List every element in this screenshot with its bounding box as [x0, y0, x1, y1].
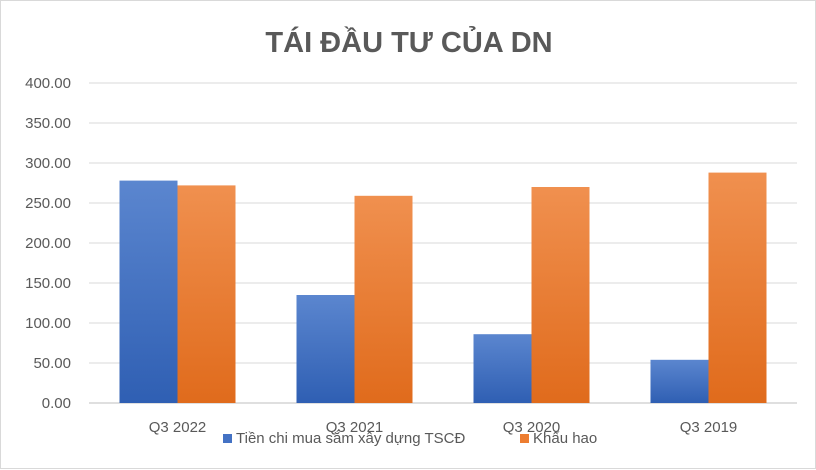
- legend-label-2: Khấu hao: [533, 430, 597, 447]
- x-category-label: Q3 2019: [680, 419, 738, 436]
- bar-series-1: [650, 359, 709, 403]
- bar-series-1: [119, 180, 178, 403]
- y-tick-label: 250.00: [25, 195, 71, 212]
- legend-label-1: Tiền chi mua sắm xây dựng TSCĐ: [236, 430, 465, 447]
- legend-swatch-2: [520, 434, 529, 443]
- y-tick-label: 50.00: [33, 355, 71, 372]
- bar-series-2: [531, 187, 590, 403]
- bar-series-2: [177, 185, 236, 403]
- y-tick-label: 300.00: [25, 155, 71, 172]
- y-tick-label: 0.00: [42, 395, 71, 412]
- x-category-label: Q3 2020: [503, 419, 561, 436]
- y-axis-ticks: 0.00 50.00 100.00 150.00 200.00 250.00 300.00 3…: [25, 75, 71, 412]
- y-tick-label: 350.00: [25, 115, 71, 132]
- y-tick-label: 150.00: [25, 275, 71, 292]
- x-category-label: Q3 2021: [326, 419, 384, 436]
- y-tick-label: 400.00: [25, 75, 71, 92]
- bars: [119, 172, 767, 403]
- y-tick-label: 100.00: [25, 315, 71, 332]
- bar-series-2: [354, 195, 413, 403]
- x-category-label: Q3 2022: [149, 419, 207, 436]
- x-axis-categories: Q3 2022 Q3 2021 Q3 2020 Q3 2019: [149, 419, 738, 436]
- bar-series-1: [296, 295, 355, 403]
- bar-series-1: [473, 334, 532, 403]
- legend-swatch-1: [223, 434, 232, 443]
- chart-title: TÁI ĐẦU TƯ CỦA DN: [265, 25, 552, 59]
- bar-series-2: [708, 172, 767, 403]
- legend: Tiền chi mua sắm xây dựng TSCĐ Khấu hao: [223, 430, 597, 447]
- y-tick-label: 200.00: [25, 235, 71, 252]
